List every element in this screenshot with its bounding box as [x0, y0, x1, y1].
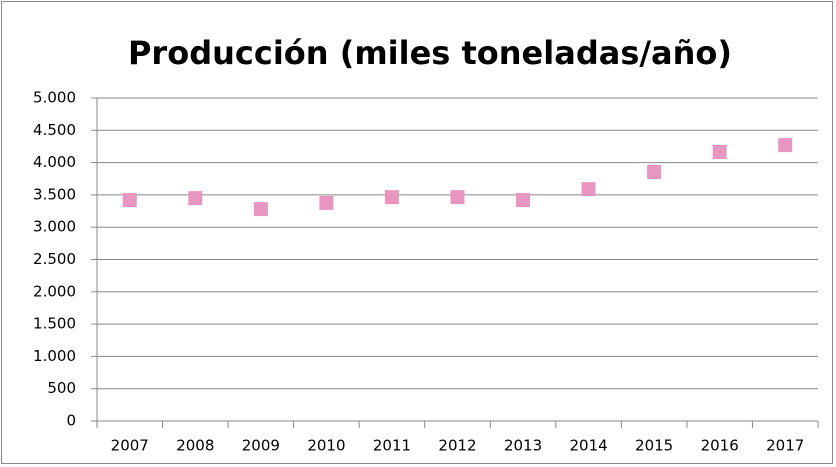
y-tick-label: 2.000: [33, 282, 76, 300]
y-tick-label: 0: [66, 412, 76, 430]
x-tick-label: 2013: [504, 437, 542, 455]
x-tick-label: 2015: [635, 437, 673, 455]
y-tick-label: 1.000: [33, 347, 76, 365]
y-tick-label: 5.000: [33, 89, 76, 107]
point-marker: [778, 138, 793, 153]
y-tick-label: 3.500: [33, 185, 76, 203]
y-tick-label: 2.500: [33, 250, 76, 268]
x-tick-label: 2012: [438, 437, 476, 455]
y-tick-label: 4.500: [33, 121, 76, 139]
x-tick-label: 2007: [111, 437, 149, 455]
point-marker: [384, 190, 399, 205]
point-marker: [516, 193, 531, 208]
y-tick-label: 500: [47, 379, 76, 397]
point-marker: [253, 202, 268, 217]
x-tick-label: 2014: [569, 437, 607, 455]
point-marker: [122, 193, 137, 208]
point-marker: [188, 191, 203, 206]
point-marker: [647, 164, 662, 179]
point-marker: [450, 190, 465, 205]
y-tick-label: 4.000: [33, 153, 76, 171]
x-tick-label: 2010: [307, 437, 345, 455]
point-marker: [319, 195, 334, 210]
chart-title: Producción (miles toneladas/año): [128, 34, 732, 72]
y-tick-label: 1.500: [33, 315, 76, 333]
x-tick-label: 2008: [176, 437, 214, 455]
point-marker: [712, 144, 727, 159]
x-tick-label: 2017: [766, 437, 804, 455]
y-tick-label: 3.000: [33, 218, 76, 236]
x-tick-label: 2011: [373, 437, 411, 455]
point-marker: [581, 182, 596, 197]
x-tick-label: 2009: [242, 437, 280, 455]
x-tick-label: 2016: [701, 437, 739, 455]
